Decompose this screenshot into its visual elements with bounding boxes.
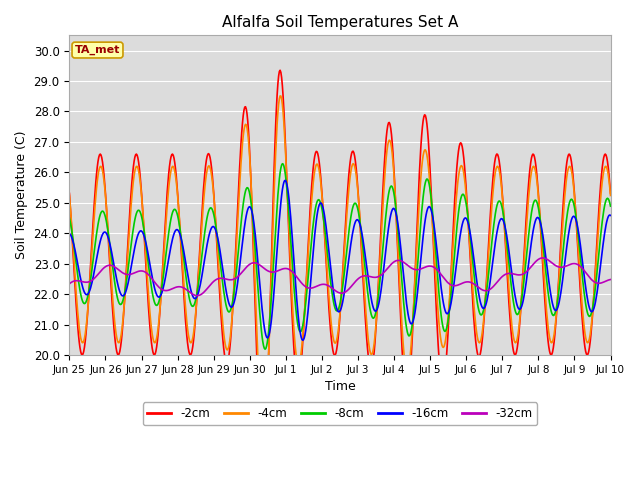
-2cm (259, 455, 267, 460)
-32cm (65, 281, 73, 287)
-32cm (193, 293, 201, 299)
-16cm (423, 208, 431, 214)
-8cm (186, 298, 194, 303)
-32cm (186, 289, 194, 295)
-8cm (607, 204, 614, 209)
-4cm (407, 343, 415, 349)
-2cm (65, 191, 73, 196)
-2cm (186, 352, 194, 358)
X-axis label: Time: Time (324, 380, 355, 393)
-16cm (282, 178, 289, 183)
-2cm (214, 269, 222, 275)
-2cm (423, 121, 431, 127)
Line: -16cm: -16cm (69, 180, 611, 340)
-16cm (186, 283, 194, 288)
-8cm (278, 161, 286, 167)
-16cm (607, 213, 614, 218)
-32cm (131, 270, 139, 276)
Legend: -2cm, -4cm, -8cm, -16cm, -32cm: -2cm, -4cm, -8cm, -16cm, -32cm (143, 402, 538, 425)
-8cm (131, 216, 139, 222)
-16cm (65, 230, 73, 236)
-4cm (607, 192, 614, 198)
-4cm (423, 152, 431, 158)
-16cm (131, 244, 139, 250)
-4cm (131, 168, 139, 174)
Line: -2cm: -2cm (69, 70, 611, 457)
-2cm (607, 191, 614, 196)
Line: -8cm: -8cm (69, 164, 611, 349)
-4cm (186, 338, 194, 344)
-32cm (607, 276, 614, 282)
-4cm (276, 93, 284, 99)
-16cm (76, 269, 83, 275)
-32cm (76, 278, 83, 284)
-8cm (423, 176, 431, 182)
-16cm (299, 337, 307, 343)
-8cm (214, 243, 222, 249)
-32cm (406, 264, 414, 270)
-16cm (214, 239, 222, 244)
-2cm (276, 67, 284, 73)
Y-axis label: Soil Temperature (C): Soil Temperature (C) (15, 131, 28, 259)
-2cm (76, 339, 83, 345)
-4cm (214, 260, 222, 265)
-4cm (260, 428, 268, 433)
Line: -32cm: -32cm (69, 258, 611, 296)
-32cm (422, 264, 430, 270)
-4cm (76, 324, 83, 330)
Line: -4cm: -4cm (69, 96, 611, 431)
-2cm (131, 154, 139, 160)
Title: Alfalfa Soil Temperatures Set A: Alfalfa Soil Temperatures Set A (222, 15, 458, 30)
-8cm (76, 283, 83, 288)
-16cm (407, 321, 415, 327)
-8cm (407, 329, 415, 335)
-2cm (407, 357, 415, 362)
Text: TA_met: TA_met (75, 45, 120, 55)
-8cm (261, 346, 269, 352)
-32cm (215, 276, 223, 281)
-32cm (539, 255, 547, 261)
-4cm (65, 192, 73, 198)
-8cm (65, 215, 73, 221)
